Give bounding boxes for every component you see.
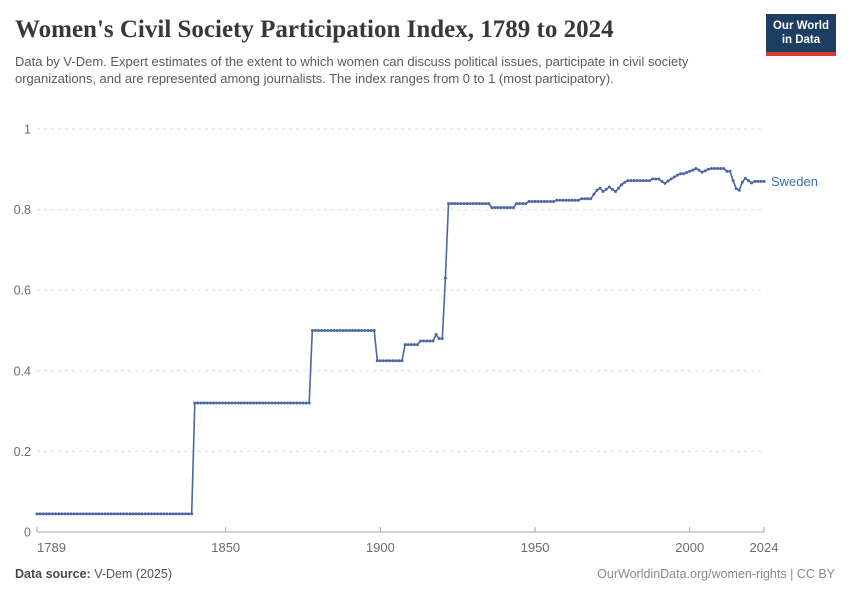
data-source-label: Data source: — [15, 567, 91, 581]
line-chart: 0 0.2 0.4 0.6 0.8 1 1789 1850 1900 1950 2000 2024 Sw… — [14, 123, 818, 556]
owid-logo[interactable]: Our World in Data — [765, 14, 836, 56]
x-tick-label: 1950 — [521, 540, 550, 555]
owid-credit-link[interactable]: OurWorldinData.org/women-rights | CC BY — [597, 567, 835, 581]
chart-subtitle: Data by V-Dem. Expert estimates of the e… — [15, 54, 689, 86]
x-tick-label: 1789 — [37, 540, 66, 555]
data-source-value: V-Dem (2025) — [94, 567, 173, 581]
y-tick-label: 1 — [24, 123, 31, 137]
x-tick-label: 2024 — [750, 540, 779, 555]
y-tick-label: 0.6 — [14, 284, 31, 298]
y-tick-label: 0.8 — [14, 203, 31, 217]
data-source-note: Data source: V-Dem (2025) — [15, 567, 172, 581]
y-tick-label: 0.2 — [14, 445, 31, 459]
owid-logo-line1: Our World — [772, 20, 829, 32]
x-tick-label: 1850 — [211, 540, 240, 555]
y-tick-label: 0.4 — [14, 364, 31, 378]
data-point-markers — [35, 167, 766, 516]
x-tick-label: 1900 — [366, 540, 395, 555]
x-tick-label: 2000 — [675, 540, 704, 555]
series-sweden[interactable] — [35, 167, 766, 516]
trend-line[interactable] — [37, 167, 764, 515]
y-tick-label: 0 — [24, 526, 31, 540]
page-title: Women's Civil Society Participation Inde… — [15, 16, 614, 43]
owid-logo-line2: in Data — [781, 33, 821, 46]
series-label[interactable]: Sweden — [771, 174, 818, 189]
